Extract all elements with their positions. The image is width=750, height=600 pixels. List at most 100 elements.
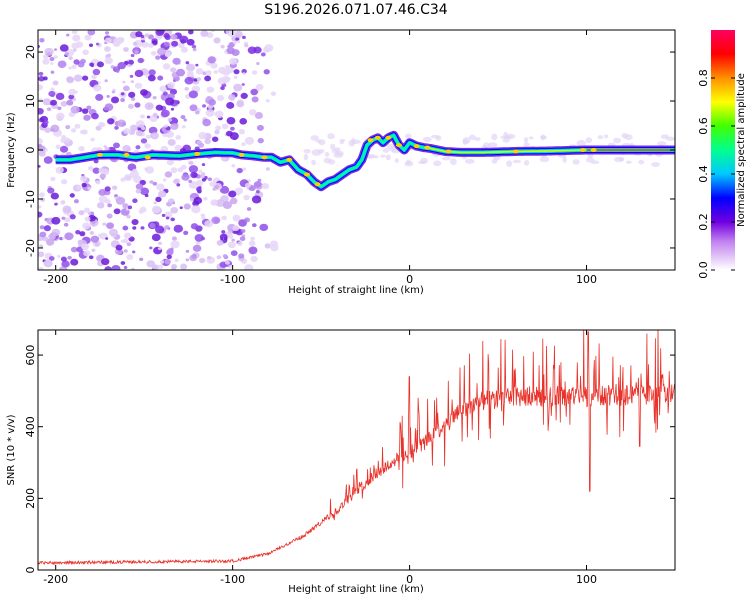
noise-blob — [317, 148, 325, 154]
noise-blob — [157, 247, 162, 251]
ridge-hotspot — [286, 157, 293, 162]
noise-blob — [163, 41, 170, 47]
noise-blob — [86, 105, 92, 110]
noise-blob — [62, 205, 72, 214]
noise-blob — [49, 56, 55, 62]
noise-blob — [171, 40, 179, 47]
noise-blob — [137, 57, 144, 64]
noise-blob — [195, 63, 199, 67]
noise-blob — [160, 260, 164, 264]
chart-title: S196.2026.071.07.46.C34 — [264, 2, 448, 18]
x-tick-label: 100 — [576, 273, 597, 286]
noise-blob — [203, 196, 208, 201]
x-ticks-2: -200 -100 0 100 — [43, 330, 597, 586]
noise-blob — [157, 75, 164, 81]
noise-blob — [152, 181, 158, 186]
ridge-hotspot — [424, 145, 431, 150]
noise-blob — [234, 187, 244, 195]
noise-blob — [79, 231, 86, 237]
noise-blob — [576, 139, 586, 147]
noise-blob — [638, 159, 645, 165]
noise-blob — [250, 88, 258, 96]
noise-blob — [263, 69, 270, 75]
noise-blob — [144, 102, 154, 111]
noise-blob — [135, 130, 143, 137]
ridge-hotspot — [144, 155, 151, 160]
noise-blob — [170, 67, 177, 73]
noise-blob — [464, 158, 475, 164]
noise-blob — [188, 165, 199, 174]
noise-blob — [191, 205, 201, 214]
noise-blob — [333, 152, 344, 158]
noise-blob — [152, 112, 158, 117]
noise-blob — [151, 233, 161, 242]
noise-blob — [39, 244, 44, 249]
noise-blob — [170, 123, 179, 131]
noise-blob — [585, 157, 595, 163]
noise-blob — [211, 136, 219, 142]
noise-blob — [139, 257, 144, 262]
noise-blob — [198, 142, 205, 148]
noise-blob — [257, 137, 264, 144]
noise-blob — [205, 70, 212, 76]
noise-blob — [42, 98, 52, 106]
noise-blob — [236, 168, 243, 174]
noise-blob — [170, 247, 174, 251]
noise-blob — [225, 30, 233, 36]
colorbar-tick-label: 0.4 — [697, 165, 710, 183]
noise-blob — [528, 136, 534, 140]
noise-blob — [38, 107, 44, 115]
noise-blob — [330, 143, 336, 150]
noise-blob — [226, 102, 235, 109]
noise-blob — [155, 55, 161, 60]
noise-blob — [38, 71, 44, 76]
noise-blob — [422, 136, 432, 142]
noise-blob — [221, 75, 231, 84]
noise-blob — [101, 258, 110, 266]
noise-blob — [111, 90, 116, 94]
noise-blob — [68, 88, 77, 96]
noise-blob — [523, 137, 529, 144]
noise-blob — [104, 37, 112, 44]
ridge-hotspot — [512, 149, 519, 154]
noise-blob — [219, 185, 230, 194]
noise-blob — [244, 136, 255, 145]
noise-blob — [88, 255, 94, 260]
noise-blob — [269, 240, 278, 248]
noise-blob — [75, 41, 84, 48]
noise-blob — [190, 223, 199, 230]
noise-blob — [73, 59, 80, 65]
noise-blob — [151, 205, 161, 214]
noise-blob — [251, 96, 259, 103]
noise-blob — [220, 71, 224, 75]
noise-blob — [156, 47, 166, 56]
noise-blob — [170, 217, 175, 222]
noise-blob — [114, 194, 118, 198]
noise-blob — [104, 79, 108, 83]
noise-blob — [185, 258, 190, 262]
noise-blob — [112, 185, 118, 190]
y-tick-label: 0 — [24, 567, 37, 574]
ridge-hotspot — [385, 135, 392, 140]
noise-blob — [69, 214, 76, 220]
noise-blob — [71, 30, 78, 35]
noise-blob — [76, 185, 82, 190]
noise-blob — [132, 198, 138, 203]
noise-blob — [57, 254, 61, 258]
noise-blob — [96, 202, 105, 209]
noise-blob — [165, 216, 170, 220]
noise-blob — [44, 47, 54, 56]
noise-blob — [265, 167, 270, 171]
noise-blob — [122, 144, 131, 153]
noise-blob — [264, 243, 271, 249]
noise-blob — [50, 192, 59, 200]
noise-blob — [53, 55, 58, 59]
y-tick-label: 400 — [24, 416, 37, 437]
noise-blob — [572, 159, 580, 165]
noise-blob — [68, 56, 73, 61]
x-tick-label: 0 — [406, 273, 413, 286]
noise-blob — [226, 116, 236, 125]
noise-blob — [98, 167, 105, 173]
noise-blob — [122, 238, 129, 244]
